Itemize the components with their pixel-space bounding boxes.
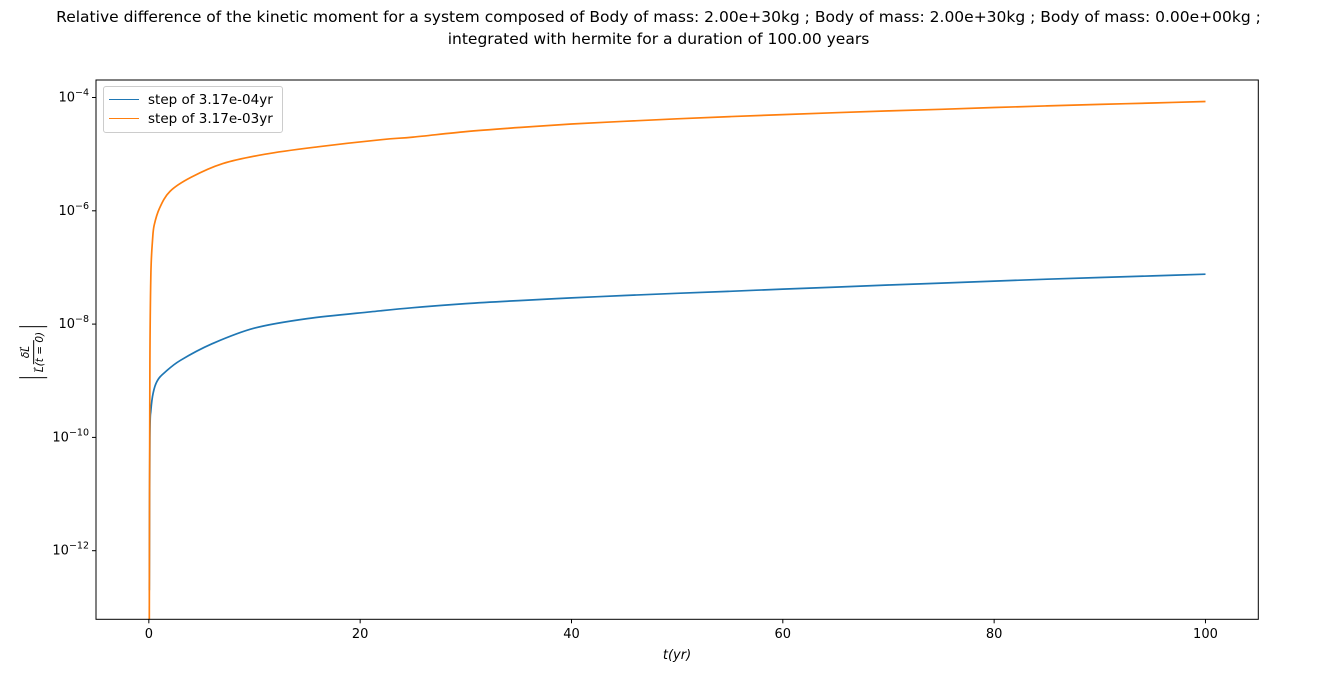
chart-title-line-1: Relative difference of the kinetic momen…: [56, 8, 1261, 26]
legend-row-0: step of 3.17e-04yr: [109, 90, 273, 109]
x-tick-label: 0: [145, 627, 153, 642]
legend-label-1: step of 3.17e-03yr: [148, 110, 273, 127]
legend: step of 3.17e-04yr step of 3.17e-03yr: [103, 86, 283, 133]
plot-area: [95, 79, 1259, 620]
y-tick-label: 10−12: [52, 541, 89, 559]
x-tick-label: 40: [563, 627, 580, 642]
y-tick-label: 10−6: [58, 201, 89, 219]
x-tick-label: 100: [1193, 627, 1218, 642]
series-line-0: [148, 273, 1206, 591]
legend-label-0: step of 3.17e-04yr: [148, 91, 273, 108]
legend-line-sample-0: [109, 99, 139, 100]
x-axis-label: t(yr): [662, 648, 692, 663]
y-tick-label: 10−8: [58, 314, 89, 332]
x-tick-label: 80: [986, 627, 1003, 642]
x-tick-label: 60: [775, 627, 792, 642]
chart-title-line-2: integrated with hermite for a duration o…: [447, 30, 870, 48]
legend-row-1: step of 3.17e-03yr: [109, 109, 273, 128]
y-tick-label: 10−10: [52, 427, 89, 445]
series-line-1: [148, 100, 1206, 620]
chart-title: Relative difference of the kinetic momen…: [0, 6, 1317, 50]
x-tick-label: 20: [352, 627, 369, 642]
y-tick-label: 10−4: [58, 88, 89, 106]
legend-line-sample-1: [109, 118, 139, 119]
